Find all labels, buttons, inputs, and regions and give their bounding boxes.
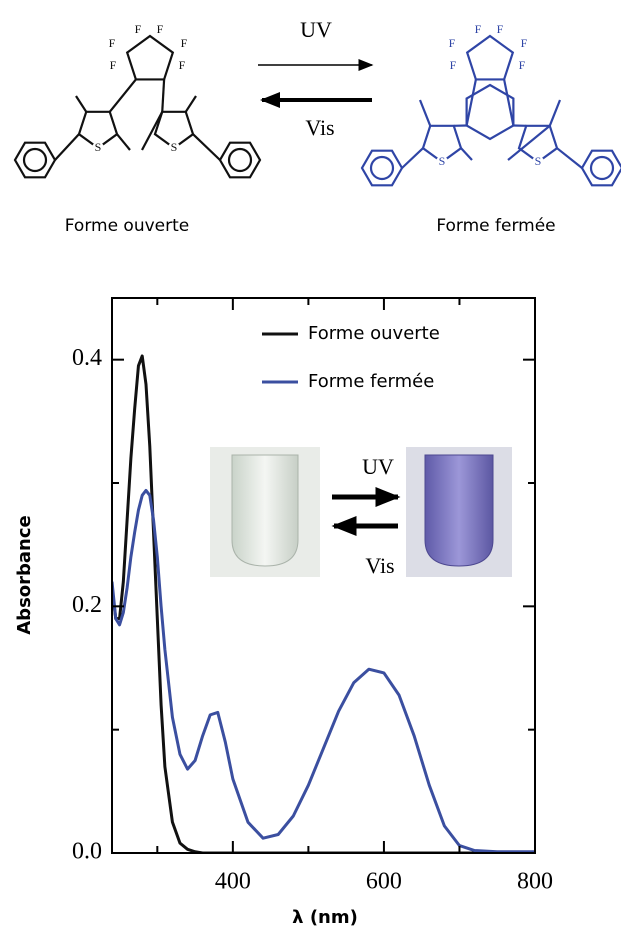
plot-frame: [111, 297, 536, 854]
y-axis-label: Absorbance: [14, 515, 35, 635]
x-tick-label: 600: [366, 869, 402, 895]
ring: [517, 124, 559, 164]
form-name: Forme fermée: [436, 216, 555, 236]
bond: [108, 78, 137, 113]
molecule: [360, 34, 621, 187]
atom-bg: [532, 156, 544, 168]
x-tick-label: 400: [215, 869, 251, 895]
atom-bg: [436, 156, 448, 168]
atom-bg: [168, 142, 180, 154]
y-tick-label: 0.4: [72, 345, 102, 371]
bond: [460, 147, 473, 161]
ring: [465, 34, 515, 81]
forward-label: UV: [300, 17, 332, 42]
atom-label: F: [179, 58, 186, 72]
atom-label: F: [519, 58, 526, 72]
atom-label: S: [439, 154, 446, 168]
inset-forward-label: UV: [362, 454, 394, 479]
bond: [161, 79, 166, 112]
ring: [465, 83, 515, 141]
atom-label: F: [450, 58, 457, 72]
reaction-scheme: UV Vis Forme ouverte Forme fermée F FF FF F…: [13, 17, 621, 236]
ring: [580, 149, 621, 187]
y-tick-label: 0.2: [72, 592, 102, 618]
bond: [141, 111, 164, 151]
back-label: Vis: [305, 115, 334, 140]
atom-label: F: [521, 36, 528, 50]
atom-label: S: [95, 140, 102, 154]
ring: [125, 34, 175, 81]
ring: [77, 110, 119, 150]
aromatic: [22, 147, 48, 173]
aromatic: [227, 147, 253, 173]
legend-label: Forme ouverte: [308, 323, 440, 344]
y-tick-label: 0.0: [72, 839, 102, 865]
bond: [401, 147, 424, 169]
bond: [116, 133, 131, 151]
bond: [192, 133, 221, 161]
aromatic: [369, 155, 395, 181]
vial: [424, 454, 494, 567]
atom-label: F: [135, 22, 142, 36]
ring: [13, 141, 57, 179]
bond: [184, 95, 197, 113]
atom-label: F: [181, 36, 188, 50]
aromatic: [589, 155, 615, 181]
legend-label: Forme fermée: [308, 371, 434, 392]
data-line: [112, 488, 535, 853]
form-name: Forme ouverte: [65, 216, 190, 236]
vial: [231, 454, 299, 567]
bond: [75, 95, 88, 113]
atom-label: F: [157, 22, 164, 36]
atom-label: F: [110, 58, 117, 72]
atom-label: F: [449, 36, 456, 50]
atom-label: S: [535, 154, 542, 168]
atom-label: S: [171, 140, 178, 154]
ring: [153, 110, 195, 150]
ring: [360, 149, 404, 187]
inset-back-label: Vis: [365, 553, 394, 578]
atom-label: F: [475, 22, 482, 36]
data-line: [112, 354, 535, 853]
atom-bg: [92, 142, 104, 154]
atom-label: F: [109, 36, 116, 50]
bond: [548, 99, 562, 127]
bond: [503, 79, 515, 126]
bond: [465, 79, 477, 126]
ring: [421, 124, 463, 164]
bond: [556, 147, 583, 169]
bond: [54, 133, 80, 161]
x-tick-label: 800: [517, 869, 553, 895]
ring: [218, 141, 262, 179]
bond: [507, 124, 551, 161]
x-axis-label: λ (nm): [292, 907, 358, 928]
atom-label: F: [497, 22, 504, 36]
molecule: [13, 34, 262, 179]
bond: [418, 99, 432, 127]
inset-photo: UV Vis: [210, 447, 512, 578]
